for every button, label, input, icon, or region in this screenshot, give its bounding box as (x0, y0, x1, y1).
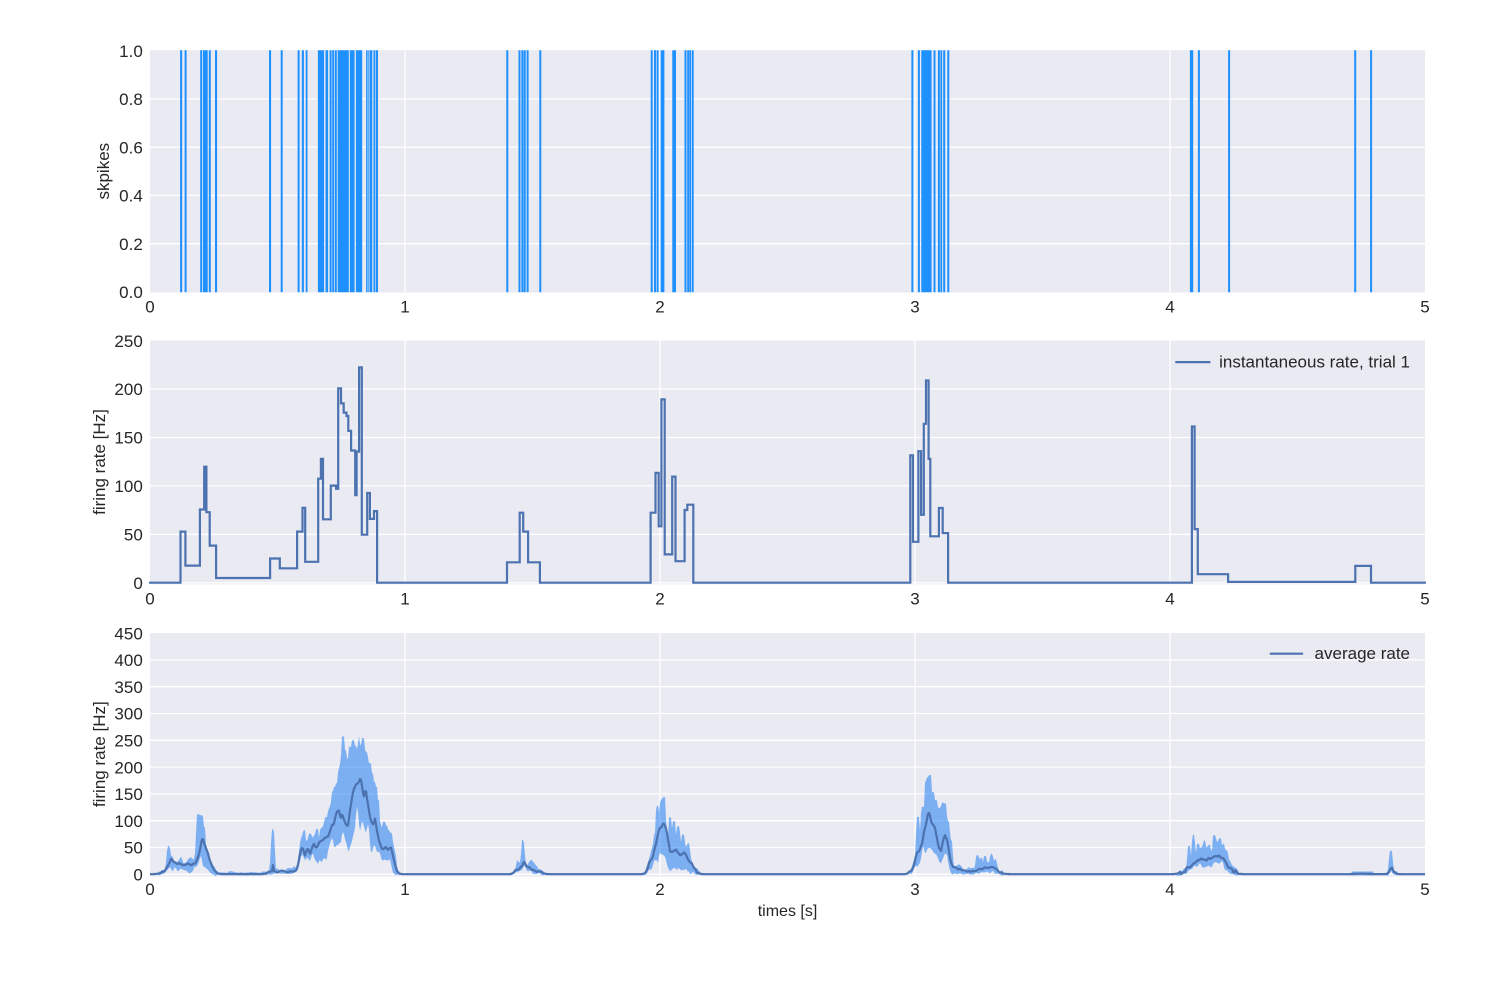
svg-text:firing rate [Hz]: firing rate [Hz] (90, 701, 109, 807)
svg-text:0: 0 (145, 880, 154, 899)
svg-text:skpikes: skpikes (94, 143, 113, 200)
svg-text:4: 4 (1165, 297, 1174, 316)
svg-text:5: 5 (1420, 880, 1429, 899)
svg-text:2: 2 (655, 589, 664, 608)
svg-text:50: 50 (124, 839, 143, 858)
svg-text:1: 1 (400, 589, 409, 608)
svg-text:150: 150 (114, 429, 142, 448)
svg-text:0: 0 (145, 297, 154, 316)
svg-text:250: 250 (114, 332, 142, 351)
svg-text:0: 0 (133, 574, 142, 593)
svg-text:4: 4 (1165, 880, 1174, 899)
svg-text:100: 100 (114, 477, 142, 496)
svg-text:250: 250 (114, 732, 142, 751)
svg-text:2: 2 (655, 880, 664, 899)
svg-text:times [s]: times [s] (758, 903, 818, 920)
svg-text:average rate: average rate (1315, 644, 1410, 663)
svg-text:firing rate [Hz]: firing rate [Hz] (90, 409, 109, 515)
svg-text:4: 4 (1165, 589, 1174, 608)
svg-text:3: 3 (910, 297, 919, 316)
svg-text:300: 300 (114, 705, 142, 724)
svg-text:0.0: 0.0 (119, 283, 143, 302)
svg-text:0.8: 0.8 (119, 90, 143, 109)
svg-text:2: 2 (655, 297, 664, 316)
svg-text:5: 5 (1420, 297, 1429, 316)
svg-text:0.2: 0.2 (119, 235, 143, 254)
svg-text:3: 3 (910, 880, 919, 899)
svg-text:1.0: 1.0 (119, 42, 143, 61)
svg-text:3: 3 (910, 589, 919, 608)
svg-text:50: 50 (124, 526, 143, 545)
svg-text:0.4: 0.4 (119, 187, 143, 206)
svg-text:0: 0 (133, 866, 142, 885)
svg-text:400: 400 (114, 651, 142, 670)
svg-text:450: 450 (114, 624, 142, 643)
svg-text:instantaneous rate, trial 1: instantaneous rate, trial 1 (1219, 353, 1410, 372)
svg-text:5: 5 (1420, 589, 1429, 608)
svg-text:0: 0 (145, 589, 154, 608)
svg-text:150: 150 (114, 785, 142, 804)
svg-text:0.6: 0.6 (119, 138, 143, 157)
svg-text:350: 350 (114, 678, 142, 697)
svg-text:100: 100 (114, 812, 142, 831)
svg-text:200: 200 (114, 380, 142, 399)
svg-text:1: 1 (400, 297, 409, 316)
svg-text:200: 200 (114, 758, 142, 777)
svg-text:1: 1 (400, 880, 409, 899)
